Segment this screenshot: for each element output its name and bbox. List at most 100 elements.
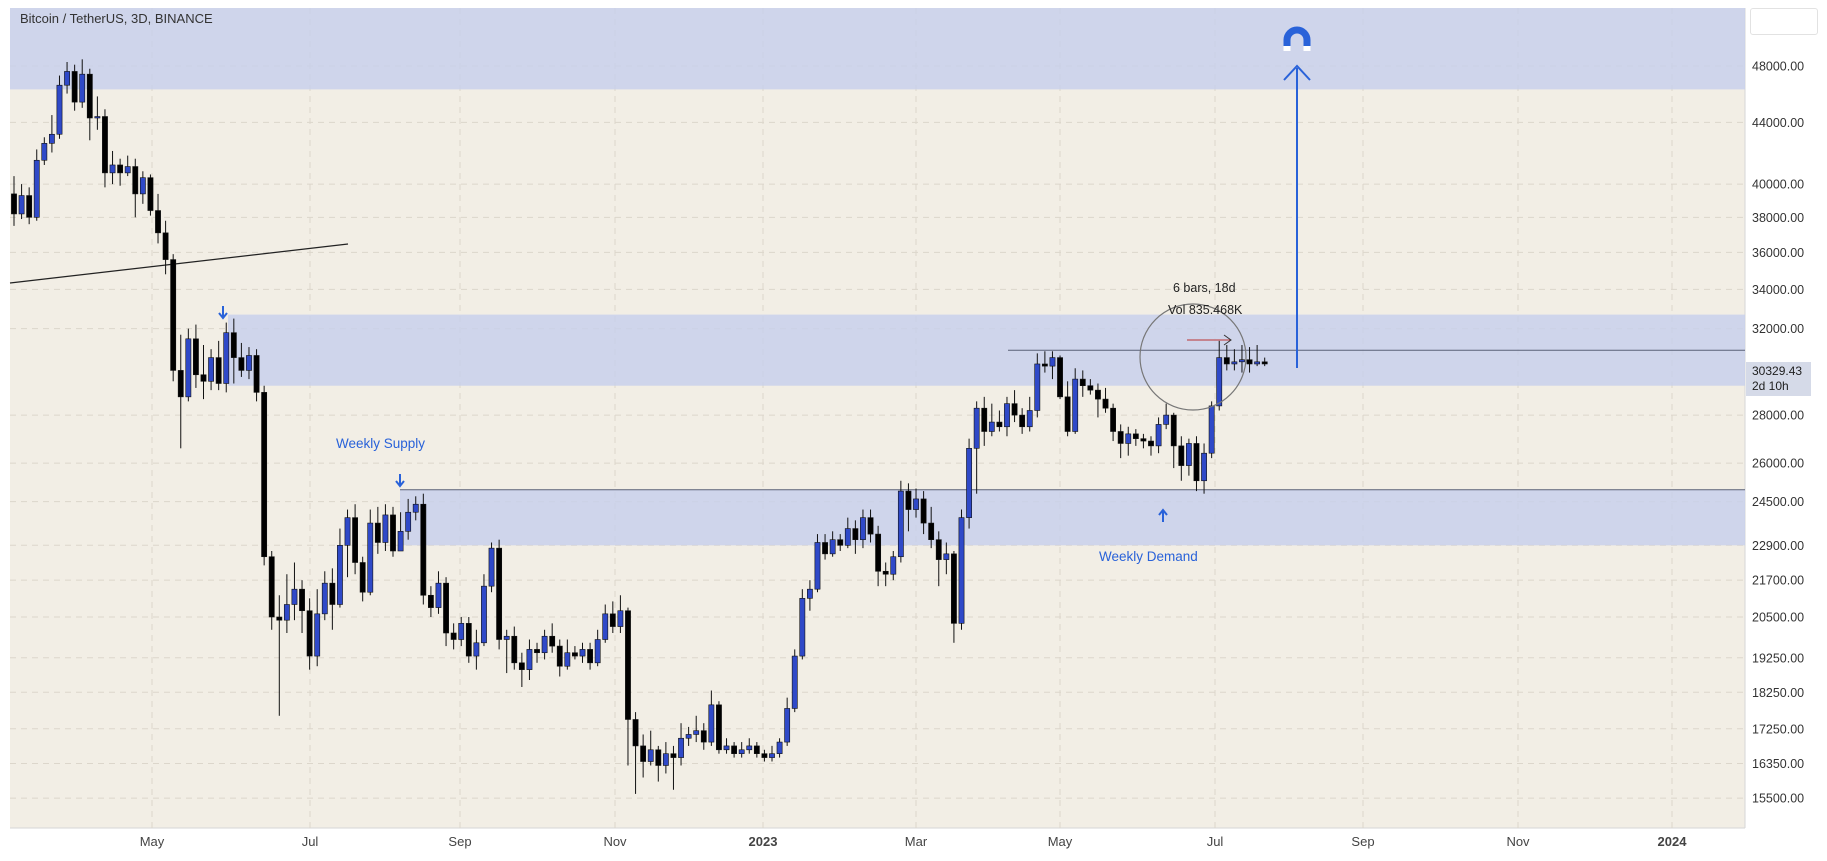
candle-up — [1201, 452, 1207, 482]
candle-down — [261, 392, 268, 558]
x-axis-tick-label: Mar — [905, 834, 928, 849]
candle-down — [716, 704, 722, 751]
candle-down — [534, 649, 540, 654]
y-axis-tick-label: 21700.00 — [1752, 574, 1804, 588]
candle-up — [1026, 410, 1033, 428]
candle-up — [397, 531, 404, 552]
candle-up — [367, 522, 374, 593]
candle-down — [587, 649, 593, 664]
x-axis-tick-label: May — [140, 834, 165, 849]
x-axis-tick-label: 2024 — [1658, 834, 1688, 849]
candle-up — [662, 753, 669, 766]
candle-down — [625, 610, 631, 720]
candle-up — [829, 539, 836, 555]
candle-up — [321, 582, 328, 615]
candle-down — [268, 556, 275, 618]
candle-down — [951, 553, 957, 624]
trend-line — [9, 243, 349, 284]
candle-up — [723, 745, 730, 751]
candle-up — [139, 177, 146, 195]
candle-down — [420, 503, 427, 596]
candle-down — [996, 421, 1003, 428]
candle-down — [193, 338, 199, 376]
candle-down — [253, 355, 260, 393]
candle-down — [1223, 357, 1230, 365]
candle-up — [94, 116, 101, 119]
candle-down — [155, 210, 161, 234]
candle-up — [647, 749, 654, 762]
candle-down — [117, 164, 124, 174]
candle-up — [890, 556, 897, 575]
candle-down — [177, 370, 184, 398]
price-axis-background — [1745, 8, 1827, 858]
symbol-title: Bitcoin / TetherUS, 3D, BINANCE — [20, 11, 213, 26]
candle-up — [943, 553, 950, 560]
candle-down — [981, 407, 988, 432]
candle-up — [1049, 357, 1056, 367]
candle-up — [973, 407, 980, 449]
candle-up — [1216, 357, 1223, 407]
x-axis-tick-label: Jul — [302, 834, 319, 849]
candle-down — [1246, 359, 1253, 365]
plot-background — [10, 8, 1745, 828]
candle-up — [64, 71, 70, 86]
candle-down — [761, 753, 768, 758]
y-axis-tick-label: 26000.00 — [1752, 457, 1804, 471]
y-axis-tick-label: 38000.00 — [1752, 211, 1804, 225]
candle-down — [390, 514, 396, 552]
candle-down — [1041, 363, 1048, 367]
x-axis-tick-label: Sep — [448, 834, 471, 849]
candle-down — [511, 635, 518, 664]
candle-up — [18, 195, 25, 215]
candle-up — [1034, 363, 1041, 411]
y-axis-tick-label: 18250.00 — [1752, 686, 1804, 700]
candle-down — [215, 357, 222, 384]
candle-down — [352, 517, 358, 563]
candle-down — [102, 116, 108, 174]
candle-down — [572, 652, 578, 657]
candle-down — [1140, 438, 1147, 442]
candle-down — [920, 498, 927, 524]
candle-down — [26, 195, 33, 218]
candle-up — [458, 623, 465, 640]
y-axis-tick-label: 19250.00 — [1752, 651, 1804, 665]
candle-up — [1125, 433, 1132, 444]
candle-down — [427, 594, 434, 608]
highlight-circle — [1139, 303, 1247, 411]
candle-down — [465, 623, 472, 657]
candle-up — [435, 582, 442, 608]
candle-up — [473, 642, 480, 657]
candle-down — [549, 635, 556, 647]
scale-settings-box[interactable] — [1750, 8, 1818, 35]
candle-down — [670, 753, 677, 758]
y-axis-tick-label: 20500.00 — [1752, 611, 1804, 625]
candle-up — [124, 166, 131, 174]
candle-down — [374, 522, 381, 543]
candle-up — [405, 511, 412, 532]
y-axis-tick-label: 16350.00 — [1752, 757, 1804, 771]
candle-down — [822, 542, 828, 555]
candle-up — [412, 503, 419, 513]
x-axis-tick-label: Sep — [1351, 834, 1374, 849]
candle-up — [579, 649, 586, 657]
candle-up — [1072, 378, 1079, 432]
candle-up — [776, 741, 783, 754]
measure-volume-label: Vol 835.468K — [1168, 303, 1243, 317]
arrow-down-1-head — [218, 312, 228, 320]
candle-up — [1004, 403, 1010, 428]
candle-up — [79, 73, 86, 103]
y-axis-tick-label: 17250.00 — [1752, 722, 1804, 736]
candle-down — [1087, 385, 1094, 391]
candle-up — [799, 598, 806, 657]
candle-up — [541, 635, 548, 654]
candle-down — [928, 522, 935, 540]
candle-up — [860, 517, 866, 540]
candle-up — [503, 635, 510, 640]
candle-up — [708, 704, 715, 743]
candle-up — [814, 542, 821, 590]
candle-down — [132, 166, 139, 195]
candle-up — [617, 610, 624, 627]
y-axis-tick-label: 28000.00 — [1752, 409, 1804, 423]
